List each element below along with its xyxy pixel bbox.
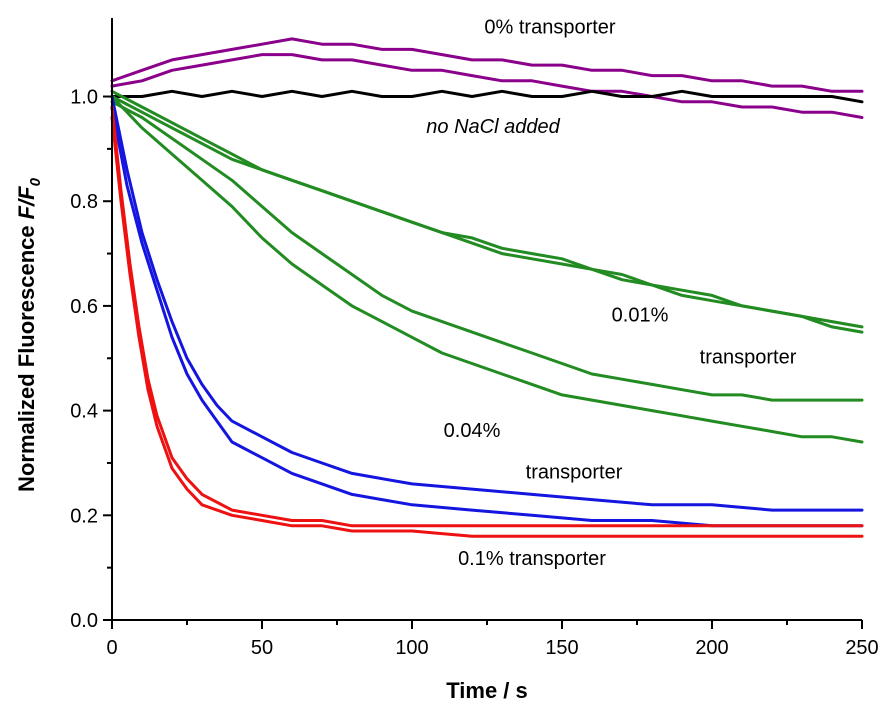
series-line-1 bbox=[110, 53, 864, 119]
y-tick-label: 0.8 bbox=[70, 191, 98, 213]
series-line-6 bbox=[110, 95, 864, 444]
x-tick-label: 200 bbox=[695, 637, 728, 659]
annotation-label: transporter bbox=[700, 346, 797, 368]
y-axis-title-text: Normalized Fluorescence bbox=[14, 225, 39, 492]
series-line-8 bbox=[110, 105, 864, 528]
y-tick-label: 0.4 bbox=[70, 401, 98, 423]
annotation-label: 0.01% bbox=[612, 305, 669, 327]
annotation-label: transporter bbox=[526, 462, 623, 484]
axes-layer: 0 50 100 150 200 250 0.0 0.2 0.4 0.6 0.8 1.0 bbox=[70, 18, 879, 659]
annotation-label: 0.1% transporter bbox=[458, 548, 606, 570]
series-line-0 bbox=[110, 37, 864, 93]
y-tick-label: 0.0 bbox=[70, 610, 98, 632]
series-line-9 bbox=[110, 105, 864, 528]
x-tick-label: 150 bbox=[545, 637, 578, 659]
x-axis-title: Time / s bbox=[446, 678, 528, 703]
x-tick-label: 100 bbox=[395, 637, 428, 659]
x-tick-label: 250 bbox=[845, 637, 878, 659]
annotation-label: 0% transporter bbox=[484, 17, 616, 39]
x-tick-label: 0 bbox=[106, 637, 117, 659]
series-layer bbox=[110, 37, 864, 538]
y-tick-label: 0.6 bbox=[70, 296, 98, 318]
y-axis-title-symbol: F/F bbox=[14, 186, 39, 220]
series-line-7 bbox=[110, 95, 864, 512]
annotation-label: 0.04% bbox=[444, 420, 501, 442]
series-line-10 bbox=[110, 116, 864, 538]
y-tick-label: 1.0 bbox=[70, 87, 98, 109]
x-tick-label: 50 bbox=[251, 637, 273, 659]
y-axis-title: Normalized Fluorescence F/F0 bbox=[14, 177, 44, 492]
y-axis-title-subscript: 0 bbox=[27, 177, 44, 186]
annotation-layer: 0% transporter no NaCl added 0.01% transpor… bbox=[426, 17, 796, 570]
series-line-4 bbox=[110, 95, 864, 334]
y-tick-label: 0.2 bbox=[70, 505, 98, 527]
series-line-5 bbox=[110, 100, 864, 402]
series-line-2 bbox=[110, 89, 864, 104]
title-layer: Time / s Normalized FluorescenceF/F0 bbox=[14, 177, 528, 703]
annotation-label: no NaCl added bbox=[426, 116, 560, 138]
